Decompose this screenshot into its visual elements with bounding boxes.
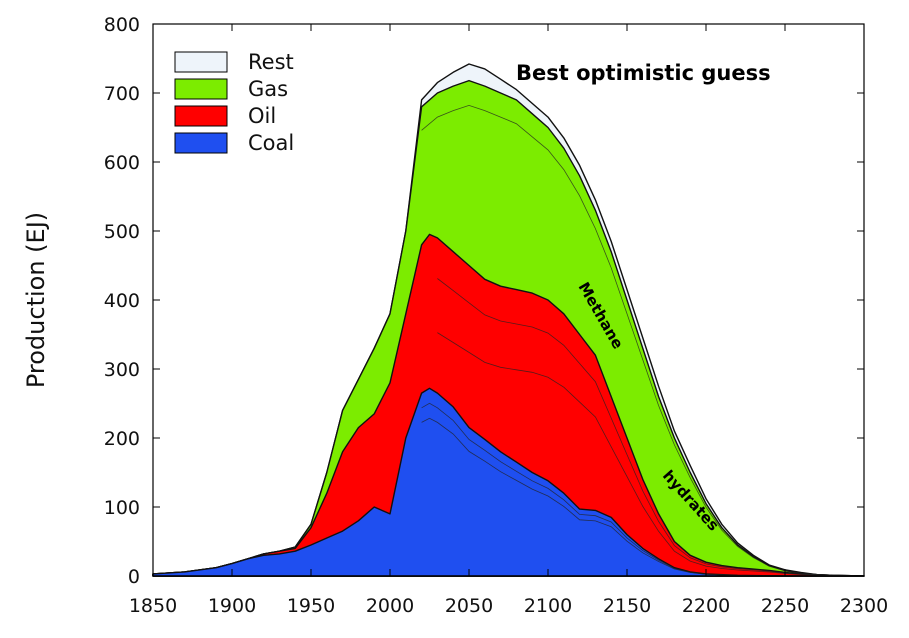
y-tick-label: 0 xyxy=(128,566,140,588)
y-axis-title: Production (EJ) xyxy=(22,212,50,388)
legend-label-gas: Gas xyxy=(248,77,288,101)
x-tick-label: 1950 xyxy=(287,595,335,617)
oil-detail-line-2 xyxy=(437,332,865,577)
legend-swatch-oil xyxy=(174,105,228,127)
y-tick-label: 300 xyxy=(104,359,140,381)
y-tick-label: 100 xyxy=(104,497,140,519)
chart-title: Best optimistic guess xyxy=(516,61,771,85)
legend-swatch-rest xyxy=(174,51,228,73)
legend-swatch-gas xyxy=(174,78,228,100)
y-tick-label: 600 xyxy=(104,152,140,174)
axis-ticks: 1850 1900 1950 2000 2050 2100 2150 2200 2250 2300… xyxy=(104,14,888,617)
x-tick-label: 1900 xyxy=(208,595,256,617)
x-tick-label: 2150 xyxy=(603,595,651,617)
y-tick-label: 800 xyxy=(104,14,140,36)
x-tick-label: 1850 xyxy=(129,595,177,617)
area-coal xyxy=(152,387,865,577)
legend-label-coal: Coal xyxy=(248,131,294,155)
y-tick-label: 400 xyxy=(104,290,140,312)
legend: Rest Gas Oil Coal xyxy=(174,50,294,155)
y-tick-label: 700 xyxy=(104,83,140,105)
oil-detail-line-1 xyxy=(437,278,865,577)
x-tick-label: 2000 xyxy=(366,595,414,617)
x-tick-label: 2100 xyxy=(524,595,572,617)
detail-lines-layer xyxy=(421,104,865,577)
x-tick-label: 2200 xyxy=(682,595,730,617)
area-oil xyxy=(152,233,865,577)
legend-swatch-coal xyxy=(174,132,228,154)
y-tick-label: 500 xyxy=(104,221,140,243)
x-tick-label: 2250 xyxy=(761,595,809,617)
coal-detail-line-2 xyxy=(421,417,864,577)
legend-label-rest: Rest xyxy=(248,50,294,74)
legend-label-oil: Oil xyxy=(248,104,276,128)
x-tick-label: 2050 xyxy=(445,595,493,617)
x-tick-label: 2300 xyxy=(840,595,888,617)
gas-detail-line-1 xyxy=(421,104,865,577)
stacked-area-layer xyxy=(152,63,865,577)
y-tick-label: 200 xyxy=(104,428,140,450)
